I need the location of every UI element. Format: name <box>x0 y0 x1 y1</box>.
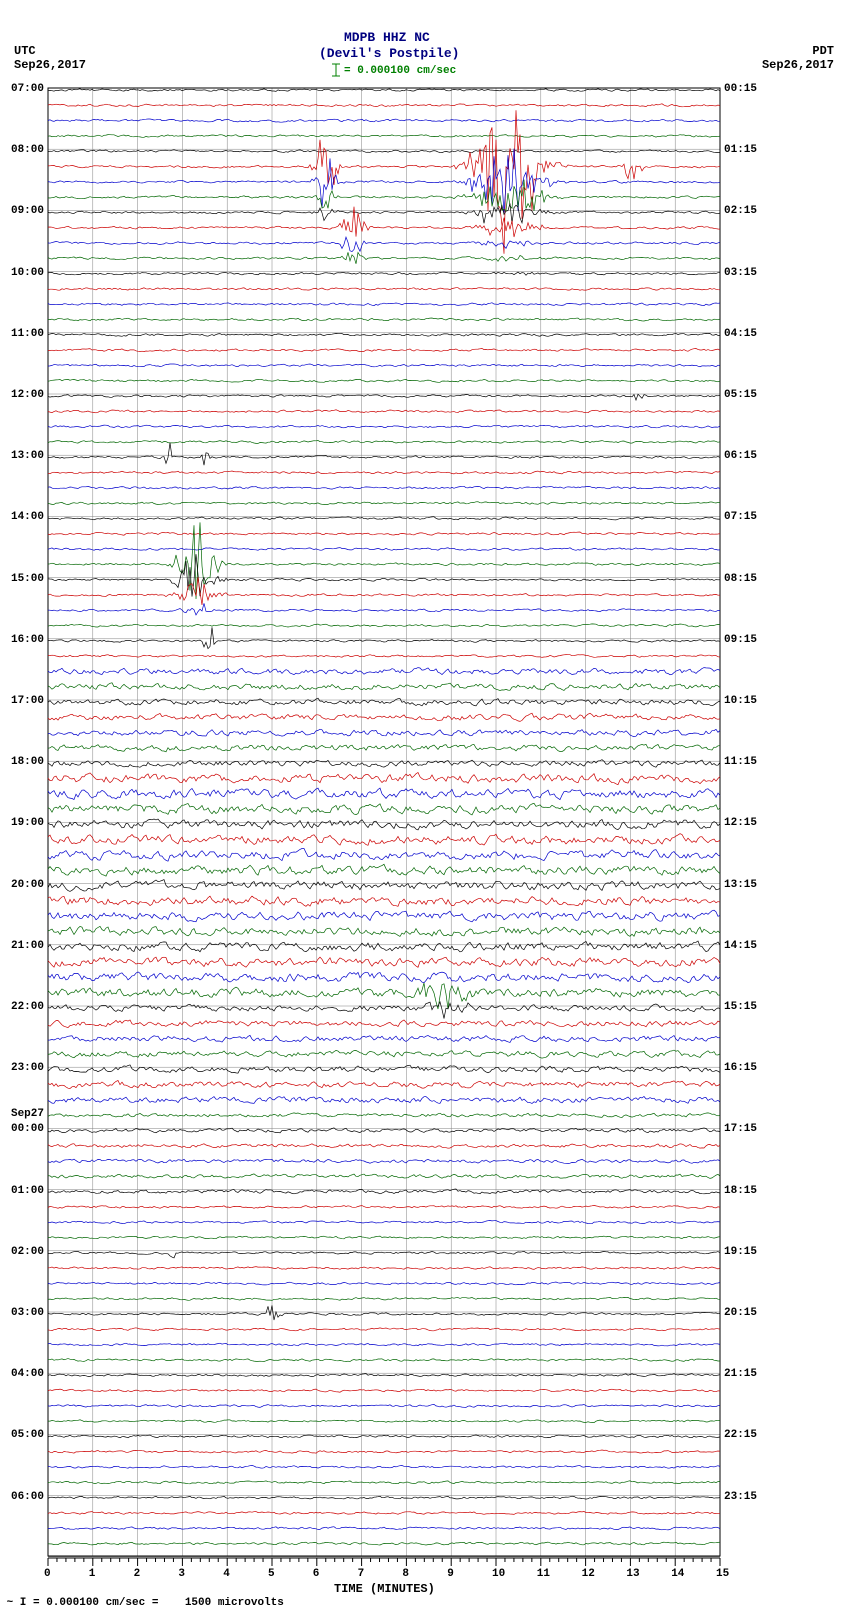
pdt-time-label: 18:15 <box>724 1185 757 1197</box>
pdt-time-label: 15:15 <box>724 1001 757 1013</box>
x-tick-label: 11 <box>537 1568 550 1580</box>
x-tick-label: 0 <box>44 1568 51 1580</box>
utc-time-label: 21:00 <box>11 940 44 952</box>
utc-time-label: 03:00 <box>11 1307 44 1319</box>
pdt-time-label: 16:15 <box>724 1062 757 1074</box>
pdt-time-label: 03:15 <box>724 267 757 279</box>
utc-time-label: 13:00 <box>11 450 44 462</box>
pdt-time-label: 02:15 <box>724 205 757 217</box>
pdt-time-label: 14:15 <box>724 940 757 952</box>
footer-scale: ~ I = 0.000100 cm/sec = 1500 microvolts <box>0 1597 284 1609</box>
x-tick-label: 2 <box>134 1568 141 1580</box>
utc-time-label: 14:00 <box>11 511 44 523</box>
x-tick-label: 4 <box>223 1568 230 1580</box>
pdt-time-label: 04:15 <box>724 328 757 340</box>
x-tick-label: 3 <box>178 1568 185 1580</box>
utc-time-label: 20:00 <box>11 879 44 891</box>
seismogram-plot <box>0 0 850 1613</box>
utc-time-label: 04:00 <box>11 1368 44 1380</box>
pdt-time-label: 06:15 <box>724 450 757 462</box>
pdt-time-label: 10:15 <box>724 695 757 707</box>
x-tick-label: 14 <box>671 1568 684 1580</box>
pdt-time-label: 22:15 <box>724 1429 757 1441</box>
pdt-time-label: 12:15 <box>724 817 757 829</box>
pdt-time-label: 13:15 <box>724 879 757 891</box>
utc-time-label: 15:00 <box>11 573 44 585</box>
x-tick-label: 10 <box>492 1568 505 1580</box>
x-tick-label: 6 <box>313 1568 320 1580</box>
utc-time-label: 06:00 <box>11 1491 44 1503</box>
utc-time-label: 07:00 <box>11 83 44 95</box>
utc-time-label: 17:00 <box>11 695 44 707</box>
utc-time-label: 18:00 <box>11 756 44 768</box>
x-tick-label: 5 <box>268 1568 275 1580</box>
pdt-time-label: 00:15 <box>724 83 757 95</box>
x-axis-title: TIME (MINUTES) <box>334 1582 435 1596</box>
pdt-time-label: 19:15 <box>724 1246 757 1258</box>
utc-time-label: 22:00 <box>11 1001 44 1013</box>
utc-time-label: 11:00 <box>11 328 44 340</box>
pdt-time-label: 20:15 <box>724 1307 757 1319</box>
pdt-time-label: 01:15 <box>724 144 757 156</box>
utc-time-label: 09:00 <box>11 205 44 217</box>
pdt-time-label: 17:15 <box>724 1123 757 1135</box>
utc-time-label: 23:00 <box>11 1062 44 1074</box>
utc-time-label: 05:00 <box>11 1429 44 1441</box>
pdt-time-label: 23:15 <box>724 1491 757 1503</box>
pdt-time-label: 21:15 <box>724 1368 757 1380</box>
utc-time-label: 02:00 <box>11 1246 44 1258</box>
utc-time-label: 10:00 <box>11 267 44 279</box>
utc-time-label: 08:00 <box>11 144 44 156</box>
utc-time-label: 16:00 <box>11 634 44 646</box>
pdt-time-label: 05:15 <box>724 389 757 401</box>
x-tick-label: 12 <box>582 1568 595 1580</box>
utc-time-label: 01:00 <box>11 1185 44 1197</box>
utc-time-label: 19:00 <box>11 817 44 829</box>
x-tick-label: 7 <box>358 1568 365 1580</box>
pdt-time-label: 09:15 <box>724 634 757 646</box>
x-tick-label: 8 <box>402 1568 409 1580</box>
x-tick-label: 9 <box>447 1568 454 1580</box>
x-tick-label: 15 <box>716 1568 729 1580</box>
x-tick-label: 13 <box>626 1568 639 1580</box>
pdt-time-label: 11:15 <box>724 756 757 768</box>
pdt-time-label: 08:15 <box>724 573 757 585</box>
utc-time-label: 12:00 <box>11 389 44 401</box>
utc-time-label: Sep27 <box>11 1108 44 1120</box>
x-tick-label: 1 <box>89 1568 96 1580</box>
utc-time-label: 00:00 <box>11 1123 44 1135</box>
pdt-time-label: 07:15 <box>724 511 757 523</box>
